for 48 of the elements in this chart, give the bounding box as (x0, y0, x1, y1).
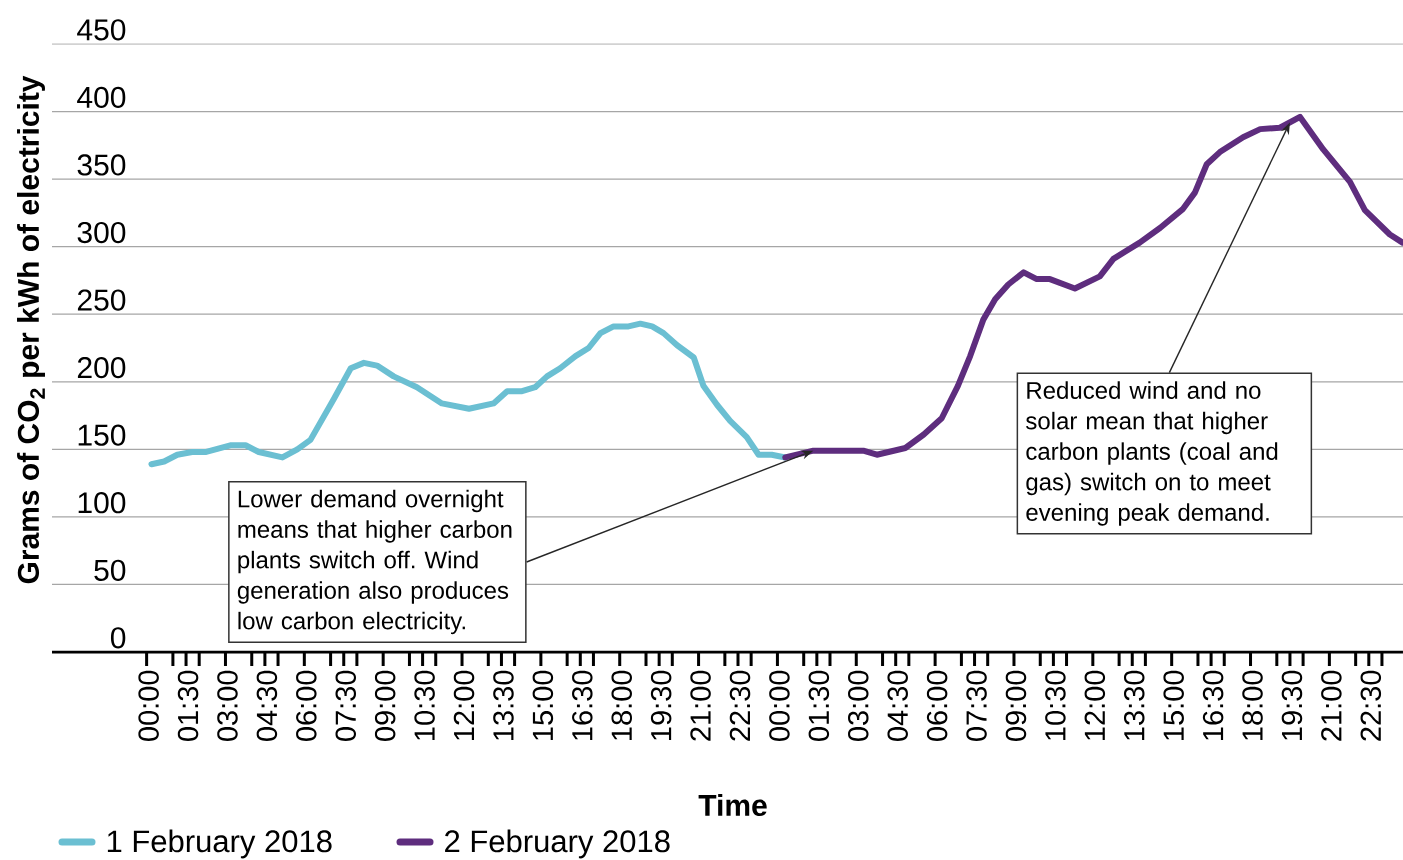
x-tick-label: 10:30 (1045, 670, 1066, 740)
x-tick-label: 13:30 (493, 670, 514, 740)
y-tick-label: 150 (78, 424, 126, 446)
y-tick-label: 400 (77, 86, 126, 109)
x-tick-label: 19:30 (1281, 670, 1303, 740)
y-tick-label: 100 (78, 492, 126, 514)
legend-label: 1 February 2018 (107, 829, 332, 859)
y-tick-label: 250 (77, 289, 126, 311)
y-tick-label: 450 (77, 19, 126, 41)
x-tick-label: 00:00 (138, 670, 159, 741)
x-tick-label: 06:00 (926, 670, 948, 741)
annotation: Lower demand overnight means that higher carbon plants switch off. Wind generation also produces low carbon electricity. (237, 489, 512, 635)
x-tick-label: 00:00 (769, 670, 790, 741)
x-tick-label: 03:00 (217, 670, 238, 741)
x-axis-title: Time (698, 793, 767, 817)
x-tick-label: 21:00 (1321, 670, 1342, 741)
x-tick-label: 22:30 (729, 670, 751, 741)
x-tick-label: 21:00 (690, 670, 711, 741)
x-tick-label: 13:30 (1123, 670, 1145, 740)
x-tick-label: 04:30 (887, 670, 908, 741)
x-tick-label: 12:00 (1084, 670, 1106, 740)
x-tick-label: 18:00 (611, 670, 632, 740)
x-tick-label: 09:00 (1005, 670, 1027, 741)
x-tick-label: 06:00 (296, 670, 317, 741)
x-tick-label: 04:30 (256, 670, 278, 741)
x-tick-label: 12:00 (453, 670, 475, 740)
x-tick-label: 07:30 (335, 670, 357, 741)
x-tick-label: 10:30 (414, 670, 435, 740)
x-tick-label: 22:30 (1360, 670, 1382, 741)
x-tick-label: 03:00 (848, 670, 869, 741)
x-tick-label: 15:00 (1163, 670, 1184, 740)
y-tick-label: 50 (94, 559, 126, 581)
x-tick-label: 18:00 (1242, 670, 1263, 740)
y-axis-title: Grams of CO$_{2}$ per kWh of electricity (17, 75, 45, 584)
x-tick-label: 15:00 (532, 670, 554, 740)
x-tick-label: 01:30 (808, 670, 830, 741)
y-tick-label: 300 (77, 221, 126, 244)
x-tick-label: 09:00 (374, 670, 396, 741)
x-tick-label: 19:30 (650, 670, 672, 740)
x-tick-label: 01:30 (177, 670, 199, 741)
annotation: Reduced wind and no solar mean that higher carbon plants (coal and gas) switch on to meet evening peak demand. (1026, 381, 1278, 526)
x-tick-label: 16:30 (1202, 670, 1224, 740)
y-tick-label: 200 (77, 357, 126, 379)
y-tick-label: 0 (110, 627, 126, 649)
x-tick-label: 07:30 (966, 670, 987, 741)
x-tick-label: 16:30 (572, 670, 593, 740)
legend-label: 2 February 2018 (445, 829, 670, 859)
y-tick-label: 350 (77, 154, 126, 176)
